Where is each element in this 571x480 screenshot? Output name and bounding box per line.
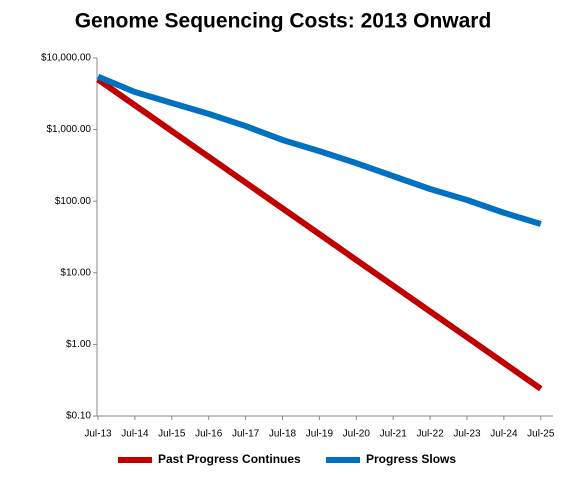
x-tick-label: Jul-18 [269,429,297,440]
series-line [96,73,542,227]
y-tick-label: $100.00 [55,196,92,207]
y-tick-label: $10,000.00 [41,53,91,64]
x-tick-label: Jul-24 [490,429,518,440]
x-tick-label: Jul-25 [527,429,555,440]
y-tick-label: $1,000.00 [47,124,92,135]
x-tick-label: Jul-20 [343,429,371,440]
x-tick-label: Jul-17 [232,429,260,440]
x-tick-label: Jul-21 [380,429,408,440]
x-tick-label: Jul-13 [84,429,112,440]
y-tick-label: $0.10 [66,411,91,422]
x-tick-label: Jul-23 [453,429,481,440]
x-tick-label: Jul-14 [121,429,149,440]
x-tick-label: Jul-19 [306,429,334,440]
series-line [96,77,543,392]
chart-title: Genome Sequencing Costs: 2013 Onward [75,10,492,33]
y-tick-label: $10.00 [60,267,91,278]
x-tick-label: Jul-15 [158,429,186,440]
legend-label: Past Progress Continues [158,452,301,466]
y-tick-label: $1.00 [66,339,91,350]
legend-label: Progress Slows [366,452,456,466]
x-tick-label: Jul-16 [195,429,223,440]
x-tick-label: Jul-22 [416,429,444,440]
